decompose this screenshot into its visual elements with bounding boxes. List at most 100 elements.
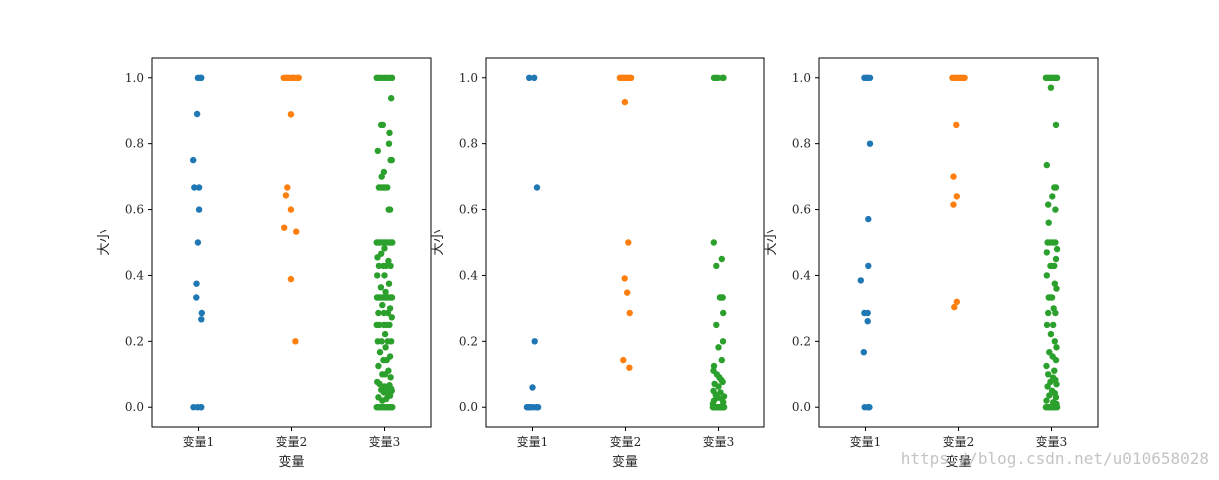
data-point-series-3 xyxy=(385,257,392,265)
data-point-series-3 xyxy=(710,239,717,246)
y-tick-label: 1.0 xyxy=(125,71,144,85)
data-point-series-3 xyxy=(379,397,386,404)
data-point-series-3 xyxy=(715,344,722,351)
data-point-series-3 xyxy=(1052,309,1059,317)
data-point-series-3 xyxy=(1052,356,1060,364)
data-point-series-2 xyxy=(626,309,633,317)
x-tick-label: 变量2 xyxy=(943,434,975,449)
data-point-series-2 xyxy=(624,289,631,296)
x-axis-label: 变量 xyxy=(612,454,638,470)
data-point-series-3 xyxy=(388,95,395,102)
data-point-series-3 xyxy=(1052,394,1060,401)
data-point-series-3 xyxy=(381,272,388,279)
data-point-series-3 xyxy=(1053,74,1061,82)
data-point-series-3 xyxy=(377,284,385,291)
data-point-series-3 xyxy=(376,380,383,387)
data-point-series-3 xyxy=(710,362,718,370)
data-point-series-1 xyxy=(198,309,205,317)
x-axis-label: 变量 xyxy=(945,454,971,470)
data-point-series-3 xyxy=(720,309,727,317)
data-point-series-2 xyxy=(281,224,288,231)
data-point-series-3 xyxy=(381,330,389,338)
data-point-series-3 xyxy=(713,262,720,270)
data-point-series-3 xyxy=(382,288,389,296)
data-point-series-1 xyxy=(193,110,201,118)
data-point-series-3 xyxy=(386,321,393,329)
data-point-series-2 xyxy=(621,98,629,106)
data-point-series-2 xyxy=(953,193,960,200)
data-point-series-2 xyxy=(293,228,300,235)
y-tick-label: 0.8 xyxy=(125,137,144,151)
data-point-series-3 xyxy=(389,239,396,246)
data-point-series-1 xyxy=(193,294,200,301)
data-point-series-3 xyxy=(386,206,394,213)
y-tick-label: 0.4 xyxy=(125,268,144,282)
data-point-series-3 xyxy=(1053,344,1060,351)
data-point-series-2 xyxy=(953,298,960,305)
axes-frame-2 xyxy=(485,57,765,428)
data-point-series-1 xyxy=(865,262,872,270)
data-point-series-3 xyxy=(381,371,389,378)
data-point-series-1 xyxy=(193,280,200,287)
data-point-series-3 xyxy=(1045,219,1052,226)
x-tick-label: 变量1 xyxy=(517,434,549,449)
data-point-series-3 xyxy=(719,338,727,345)
data-point-series-3 xyxy=(378,173,385,180)
y-tick-label: 0.4 xyxy=(792,268,811,282)
data-point-series-3 xyxy=(387,374,394,381)
data-point-series-1 xyxy=(198,316,205,323)
data-point-series-3 xyxy=(375,262,383,270)
data-point-series-2 xyxy=(287,111,295,118)
data-point-series-3 xyxy=(1043,272,1051,279)
data-point-series-3 xyxy=(389,404,396,411)
y-axis-label: 大小 xyxy=(97,229,112,255)
data-point-series-2 xyxy=(282,192,290,199)
data-point-series-3 xyxy=(388,294,396,301)
data-point-series-3 xyxy=(718,356,725,364)
data-point-series-1 xyxy=(198,74,205,82)
data-point-series-1 xyxy=(531,74,538,82)
data-point-series-3 xyxy=(388,338,395,345)
data-point-series-3 xyxy=(1044,383,1051,390)
data-point-series-3 xyxy=(376,349,384,356)
data-point-series-3 xyxy=(375,362,382,370)
data-point-series-3 xyxy=(1048,294,1056,301)
x-tick-label: 变量3 xyxy=(703,434,735,449)
data-point-series-3 xyxy=(1045,309,1052,317)
data-point-series-2 xyxy=(627,74,635,82)
data-point-series-3 xyxy=(1051,367,1058,374)
data-point-series-1 xyxy=(534,404,542,411)
data-point-series-1 xyxy=(860,349,867,356)
data-point-series-3 xyxy=(387,262,394,270)
data-point-series-1 xyxy=(198,404,205,411)
y-tick-label: 0.2 xyxy=(125,334,144,348)
data-point-series-3 xyxy=(718,255,725,263)
y-tick-label: 0.0 xyxy=(125,400,144,414)
x-tick-label: 变量1 xyxy=(850,434,882,449)
x-tick-label: 变量2 xyxy=(610,434,642,449)
data-point-series-1 xyxy=(526,74,533,82)
data-point-series-3 xyxy=(1053,245,1061,253)
data-point-series-2 xyxy=(287,206,295,213)
data-point-series-3 xyxy=(720,399,727,406)
data-point-series-1 xyxy=(857,277,864,284)
data-point-series-3 xyxy=(1043,161,1051,169)
data-point-series-3 xyxy=(378,338,385,345)
data-point-series-1 xyxy=(866,404,873,411)
data-point-series-3 xyxy=(386,129,393,136)
data-point-series-1 xyxy=(194,239,202,246)
data-point-series-1 xyxy=(529,384,536,391)
data-point-series-1 xyxy=(195,206,203,213)
data-point-series-3 xyxy=(720,74,727,82)
data-point-series-1 xyxy=(191,184,198,191)
data-point-series-3 xyxy=(384,309,391,317)
data-point-series-3 xyxy=(374,254,381,261)
x-tick-label: 变量2 xyxy=(276,434,308,449)
data-point-series-3 xyxy=(375,309,382,317)
data-point-series-3 xyxy=(719,294,726,301)
y-tick-label: 1.0 xyxy=(792,71,811,85)
data-point-series-1 xyxy=(866,74,874,82)
data-point-series-2 xyxy=(961,74,968,82)
data-point-series-1 xyxy=(190,156,197,164)
y-tick-label: 0.6 xyxy=(125,203,144,217)
